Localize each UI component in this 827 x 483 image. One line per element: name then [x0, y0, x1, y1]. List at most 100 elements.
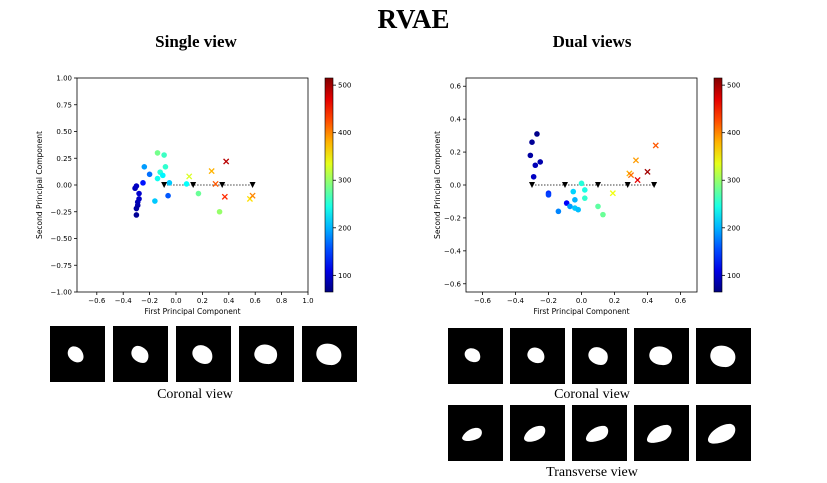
coronal-caption-dual: Coronal view [554, 387, 630, 402]
data-point-circle [532, 162, 539, 169]
x-tick-label: 0.8 [276, 297, 287, 305]
x-tick-label: 1.0 [302, 297, 313, 305]
data-point-triangle [219, 182, 226, 188]
data-point-triangle [190, 182, 197, 188]
data-point-circle [595, 203, 601, 210]
data-point-triangle [562, 182, 568, 188]
data-point-circle [530, 173, 537, 180]
data-point-circle [529, 139, 535, 145]
x-tick-label: 0.2 [609, 297, 620, 305]
data-point-circle [141, 164, 148, 170]
coronal-thumbnails-dual [448, 328, 758, 384]
data-point-circle [152, 198, 158, 204]
cross-stroke [609, 190, 616, 197]
data-point-circle [195, 190, 202, 197]
data-point-circle [575, 206, 581, 213]
y-tick-label: −0.75 [51, 262, 72, 270]
data-point-cross [208, 168, 215, 175]
y-axis-label: Second Principal Component [35, 131, 44, 239]
y-tick-label: −0.4 [444, 247, 462, 255]
data-point-circle [146, 171, 153, 178]
x-tick-label: 0.2 [197, 297, 208, 305]
x-axis-label: First Principal Component [144, 307, 240, 316]
cross-stroke [208, 168, 215, 175]
data-point-circle [160, 172, 166, 179]
coronal-mask-image [302, 326, 357, 382]
data-point-cross [632, 157, 640, 164]
data-point-circle [578, 180, 585, 187]
coronal-mask-image [634, 328, 689, 384]
cross-stroke [652, 142, 659, 149]
colorbar-tick-label: 200 [338, 224, 351, 232]
panel-title-single: Single view [155, 32, 237, 51]
data-point-circle [165, 192, 171, 199]
y-tick-label: 0.6 [450, 83, 462, 91]
data-point-triangle [249, 182, 256, 188]
y-tick-label: 0.25 [56, 155, 72, 163]
x-tick-label: 0.6 [250, 297, 262, 305]
x-tick-label: −0.4 [507, 297, 525, 305]
data-point-circle [527, 152, 534, 159]
transverse-mask-image [634, 405, 689, 461]
data-point-triangle [651, 182, 658, 188]
cross-stroke [627, 172, 635, 179]
coronal-mask-image [696, 328, 751, 384]
x-tick-label: −0.6 [88, 297, 106, 305]
x-tick-label: −0.4 [115, 297, 133, 305]
x-tick-label: −0.6 [474, 297, 492, 305]
panel-title-dual: Dual views [552, 32, 632, 51]
colorbar-tick-label: 400 [338, 129, 351, 137]
data-point-circle [570, 188, 577, 195]
coronal-mask-image [176, 326, 231, 382]
x-tick-label: 0.6 [675, 297, 687, 305]
colorbar [713, 77, 723, 293]
coronal-mask-image [113, 326, 168, 382]
data-point-circle [537, 159, 544, 165]
coronal-mask-image [510, 328, 565, 384]
y-tick-label: 0.2 [450, 149, 461, 157]
coronal-mask-image [50, 326, 105, 382]
data-point-circle [133, 183, 140, 189]
data-point-circle [161, 152, 167, 158]
colorbar-tick-label: 500 [338, 82, 351, 90]
coronal-thumbnails-single [50, 326, 365, 382]
data-point-circle [166, 180, 173, 186]
x-tick-label: 0.0 [576, 297, 587, 305]
colorbar-tick-label: 500 [727, 82, 740, 90]
y-tick-label: 1.00 [56, 75, 72, 83]
data-point-circle [162, 164, 169, 170]
y-tick-label: 0.50 [56, 128, 72, 136]
cross-stroke [634, 177, 641, 184]
cross-stroke [212, 180, 219, 187]
x-axis-label: First Principal Component [533, 307, 629, 316]
x-tick-label: −0.2 [540, 297, 557, 305]
y-tick-label: 0.0 [450, 182, 461, 190]
transverse-mask-image [510, 405, 565, 461]
data-point-circle [582, 187, 588, 193]
data-point-triangle [529, 182, 535, 188]
coronal-caption-single: Coronal view [157, 387, 233, 402]
coronal-mask-image [448, 328, 503, 384]
y-tick-label: −1.00 [51, 289, 72, 297]
data-point-circle [600, 211, 606, 218]
colorbar-tick-label: 300 [727, 177, 740, 185]
data-point-cross [627, 172, 635, 179]
data-point-triangle [161, 182, 168, 188]
transverse-thumbnails-dual [448, 405, 758, 461]
data-point-circle [183, 181, 190, 187]
y-tick-label: 0.00 [56, 182, 72, 190]
cross-stroke [221, 193, 228, 200]
x-tick-label: 0.0 [170, 297, 181, 305]
cross-stroke [644, 168, 651, 175]
data-point-cross [221, 193, 228, 200]
y-tick-label: 0.4 [450, 116, 462, 124]
data-point-cross [644, 168, 651, 175]
data-point-circle [133, 205, 140, 212]
cross-stroke [249, 192, 256, 199]
colorbar-tick-label: 100 [338, 272, 351, 280]
data-point-circle [136, 190, 142, 197]
y-tick-label: 0.75 [56, 101, 72, 109]
colorbar [324, 77, 334, 293]
